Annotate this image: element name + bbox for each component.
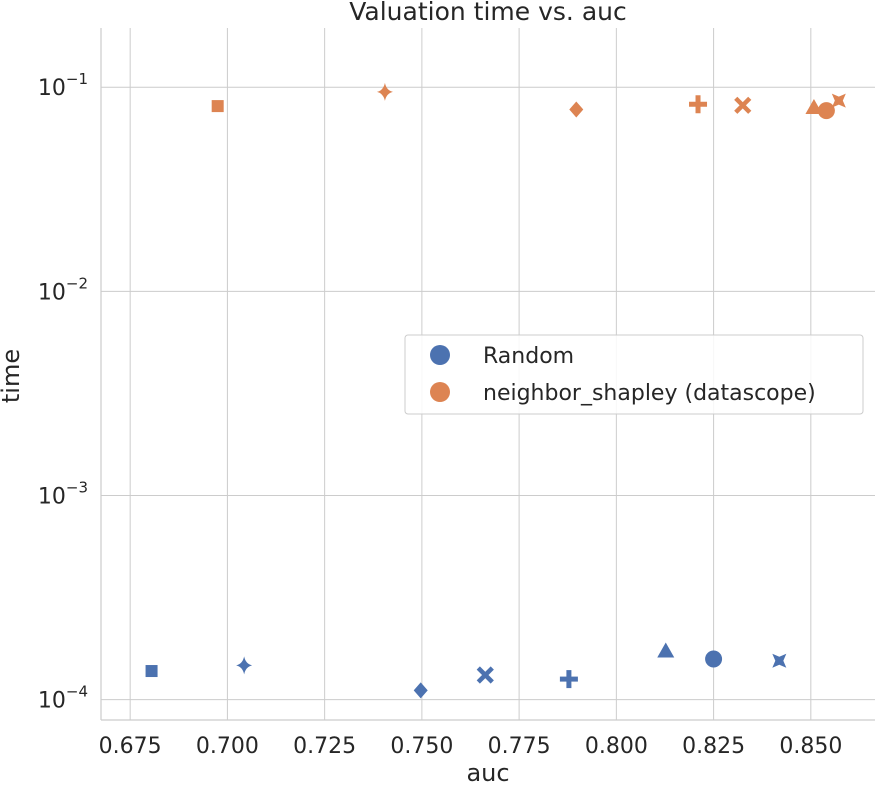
random-point-square (145, 665, 158, 678)
neighbor-shapley-point-square (211, 100, 224, 113)
x-tick-label: 0.800 (585, 734, 648, 759)
x-tick-label: 0.725 (293, 734, 356, 759)
x-tick-label: 0.775 (488, 734, 551, 759)
random-point-circle (705, 650, 723, 668)
y-axis-ticks: 10−4 10−3 10−2 10−1 (38, 70, 88, 713)
random-point-x (476, 666, 494, 684)
x-tick-label: 0.700 (196, 734, 259, 759)
neighbor-shapley-point-plus (689, 95, 708, 114)
neighbor-shapley-point-star4 (376, 82, 393, 101)
neighbor-shapley-point-hourglass (831, 93, 846, 108)
random-point-plus (559, 670, 578, 689)
chart-title: Valuation time vs. auc (349, 0, 626, 26)
neighbor-shapley-point-diamond (569, 101, 584, 118)
y-axis-label: time (0, 349, 25, 403)
y-tick-label: 10−3 (38, 478, 88, 509)
y-tick-label: 10−1 (38, 70, 88, 101)
legend-box (404, 334, 864, 415)
neighbor-shapley-point-x (734, 96, 752, 114)
y-tick-label: 10−2 (38, 274, 88, 305)
data-points (145, 82, 846, 699)
random-point-star4 (236, 656, 253, 675)
x-axis-ticks: 0.675 0.700 0.725 0.750 0.775 0.800 0.825 0.850 (99, 734, 843, 759)
x-tick-label: 0.750 (390, 734, 453, 759)
x-axis-label: auc (466, 759, 509, 787)
x-tick-label: 0.675 (99, 734, 162, 759)
axes-frame (100, 28, 875, 721)
random-point-diamond (413, 682, 428, 699)
y-tick-label: 10−4 (38, 683, 88, 714)
legend-label: Random (483, 344, 574, 369)
legend-marker (430, 382, 450, 402)
x-tick-label: 0.825 (682, 734, 745, 759)
random-point-triangle (657, 642, 675, 658)
legend-label: neighbor_shapley (datascope) (483, 381, 816, 406)
neighbor-shapley-point-circle (817, 102, 835, 120)
random-point-hourglass (772, 653, 787, 668)
legend-marker (430, 345, 450, 365)
legend: Random neighbor_shapley (datascope) (404, 334, 864, 415)
x-tick-label: 0.850 (779, 734, 842, 759)
